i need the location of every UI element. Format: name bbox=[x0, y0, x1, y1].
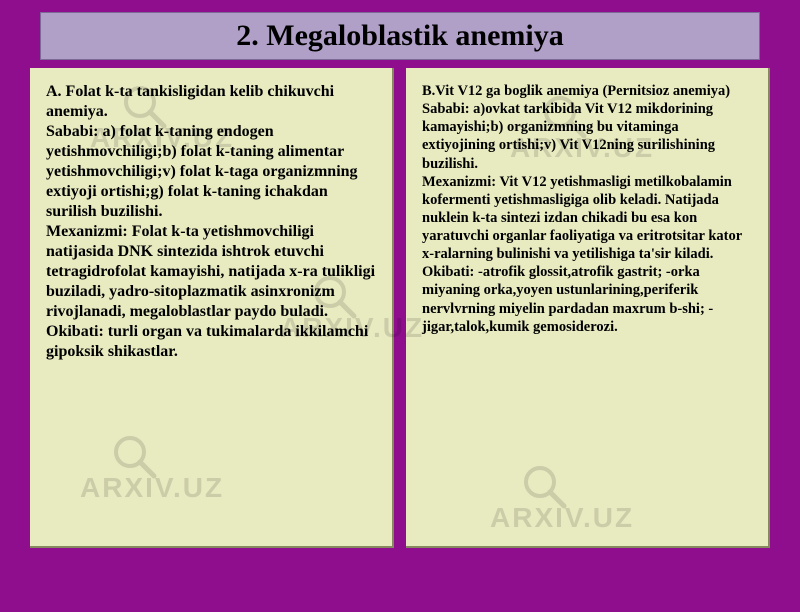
left-sababi: Sababi: a) folat k-taning endogen yetish… bbox=[46, 122, 376, 222]
slide-title: 2. Megaloblastik anemiya bbox=[41, 19, 759, 53]
left-heading: A. Folat k-ta tankisligidan kelib chikuv… bbox=[46, 82, 376, 122]
right-panel: B.Vit V12 ga boglik anemiya (Pernitsioz … bbox=[406, 68, 770, 548]
right-okibati: Okibati: -atrofik glossit,atrofik gastri… bbox=[422, 263, 752, 336]
right-sababi: Sababi: a)ovkat tarkibida Vit V12 mikdor… bbox=[422, 100, 752, 173]
left-okibati: Okibati: turli organ va tukimalarda ikki… bbox=[46, 322, 376, 362]
left-panel: A. Folat k-ta tankisligidan kelib chikuv… bbox=[30, 68, 394, 548]
left-mexanizmi: Mexanizmi: Folat k-ta yetishmovchiligi n… bbox=[46, 222, 376, 322]
content-columns: A. Folat k-ta tankisligidan kelib chikuv… bbox=[0, 68, 800, 548]
right-mexanizmi: Mexanizmi: Vit V12 yetishmasligi metilko… bbox=[422, 173, 752, 264]
title-bar: 2. Megaloblastik anemiya bbox=[40, 12, 760, 60]
right-heading: B.Vit V12 ga boglik anemiya (Pernitsioz … bbox=[422, 82, 752, 100]
